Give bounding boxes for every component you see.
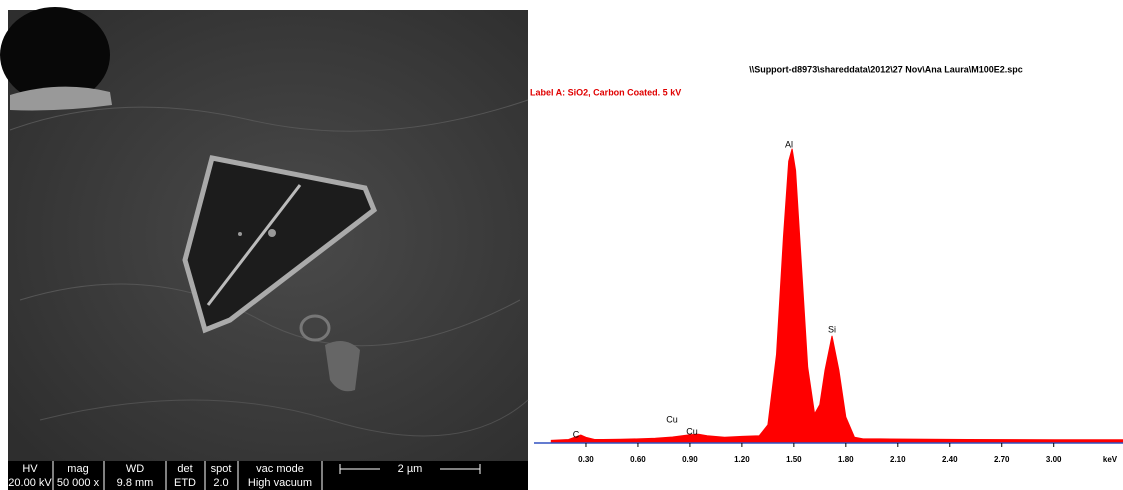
x-tick-label: 0.90 bbox=[682, 455, 698, 464]
sem-info-bar: 2 µm bbox=[8, 461, 528, 490]
peak-label: Si bbox=[828, 324, 836, 334]
x-tick-label: 2.40 bbox=[942, 455, 958, 464]
x-tick-label: 0.60 bbox=[630, 455, 646, 464]
sem-value: 20.00 kV bbox=[8, 477, 52, 489]
sem-value: 9.8 mm bbox=[117, 477, 154, 489]
sem-value: 2.0 bbox=[213, 477, 228, 489]
sem-label: det bbox=[177, 463, 192, 475]
sem-image bbox=[0, 7, 529, 461]
chart-title: \\Support-d8973\shareddata\2012\27 Nov\A… bbox=[749, 64, 1023, 74]
x-tick-label: 1.80 bbox=[838, 455, 854, 464]
x-tick-label: 1.50 bbox=[786, 455, 802, 464]
scale-bar-label: 2 µm bbox=[398, 463, 423, 475]
peak-label: C bbox=[573, 429, 580, 439]
sem-label: HV bbox=[22, 463, 38, 475]
peak-label: Al bbox=[785, 139, 793, 149]
peak-label: Cu bbox=[686, 426, 698, 436]
x-tick-label: 2.10 bbox=[890, 455, 906, 464]
x-axis-label: keV bbox=[1103, 455, 1118, 464]
x-tick-label: 2.70 bbox=[994, 455, 1010, 464]
chart-subtitle: Label A: SiO2, Carbon Coated. 5 kV bbox=[530, 87, 681, 97]
x-tick-label: 1.20 bbox=[734, 455, 750, 464]
spectrum: \\Support-d8973\shareddata\2012\27 Nov\A… bbox=[530, 64, 1118, 464]
x-tick-label: 3.00 bbox=[1046, 455, 1062, 464]
x-tick-label: 0.30 bbox=[578, 455, 594, 464]
sem-value: ETD bbox=[174, 477, 196, 489]
sem-label: mag bbox=[67, 463, 88, 475]
sem-label: WD bbox=[126, 463, 144, 475]
sem-value: 50 000 x bbox=[57, 477, 100, 489]
peak-label: Cu bbox=[666, 414, 678, 424]
sem-value: High vacuum bbox=[248, 477, 312, 489]
spectrum-area bbox=[550, 148, 1123, 443]
sem-label: spot bbox=[211, 463, 232, 475]
sem-label: vac mode bbox=[256, 463, 304, 475]
